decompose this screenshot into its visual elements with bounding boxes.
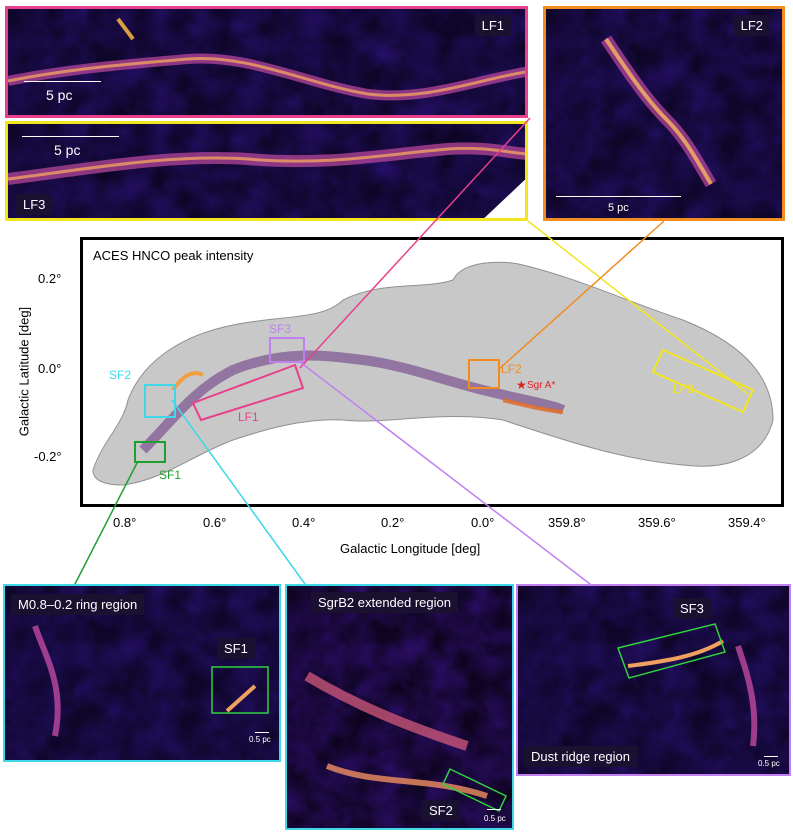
sf3-panel-tag: SF3 [673, 598, 711, 619]
x-tick-label: 359.8° [548, 515, 586, 530]
sf1-panel: M0.8–0.2 ring region SF1 0.5 pc [3, 584, 281, 762]
x-tick-label: 0.0° [471, 515, 495, 530]
lf3-label: LF3 [673, 382, 694, 396]
lf1-label: LF1 [238, 410, 259, 424]
cmz-map: ★ [92, 261, 774, 486]
x-axis-label: Galactic Longitude [deg] [340, 541, 481, 556]
sf3-panel: SF3 Dust ridge region 0.5 pc [516, 584, 791, 776]
lf3-panel: 5 pc LF3 [5, 121, 528, 221]
lf1-tag: LF1 [474, 15, 511, 36]
sf1-panel-tag: SF1 [217, 638, 255, 659]
lf1-emission-map [8, 9, 525, 115]
lf3-emission-map [8, 124, 525, 218]
sf3-highlight-box [617, 623, 726, 679]
sf3-scale-bar [764, 756, 778, 757]
sf2-scale-label: 0.5 pc [484, 814, 506, 823]
lf3-tag: LF3 [16, 194, 53, 215]
x-tick-label: 0.8° [113, 515, 137, 530]
lf1-scale-label: 5 pc [46, 87, 73, 103]
x-tick-label: 359.6° [638, 515, 676, 530]
sf2-panel-tag: SF2 [422, 800, 460, 821]
sf2-label: SF2 [109, 368, 132, 382]
x-tick-label: 0.6° [203, 515, 227, 530]
y-tick-label: 0.2° [38, 271, 62, 286]
lf2-emission-map [546, 9, 782, 218]
lf2-scale-bar [556, 196, 681, 197]
sf3-panel-title: Dust ridge region [524, 746, 637, 767]
sf2-emission-map [287, 586, 512, 828]
sgr-a-label: Sgr A* [527, 380, 556, 391]
lf2-scale-label: 5 pc [608, 202, 629, 214]
x-tick-label: 359.4° [728, 515, 766, 530]
lf2-panel: LF2 5 pc [543, 6, 785, 221]
x-tick-label: 0.2° [381, 515, 405, 530]
sf1-highlight-box [211, 666, 269, 714]
sgr-a-star-marker: ★ [516, 378, 527, 392]
main-plot-title: ACES HNCO peak intensity [93, 248, 254, 263]
lf1-scale-bar [24, 81, 101, 82]
sf3-label: SF3 [269, 322, 292, 336]
lf3-scale-label: 5 pc [54, 142, 81, 158]
y-tick-label: 0.0° [38, 361, 62, 376]
sf2-scale-bar [487, 809, 501, 810]
sf3-emission-map [518, 586, 789, 774]
lf2-label: LF2 [501, 362, 522, 376]
lf1-panel: LF1 5 pc [5, 6, 528, 118]
lf3-scale-bar [22, 136, 119, 137]
main-plot-frame: ★ ACES HNCO peak intensity Sgr A* SF1 SF… [80, 237, 784, 507]
sf1-scale-label: 0.5 pc [249, 735, 271, 744]
sf2-panel: SgrB2 extended region SF2 0.5 pc [285, 584, 514, 830]
sf3-scale-label: 0.5 pc [758, 759, 780, 768]
y-axis-label: Galactic Latitude [deg] [16, 306, 32, 437]
sf1-box [134, 441, 166, 463]
sf2-panel-title: SgrB2 extended region [311, 592, 458, 613]
sf1-emission-map [5, 586, 279, 760]
lf2-tag: LF2 [733, 15, 770, 36]
sf1-label: SF1 [159, 468, 182, 482]
sf1-panel-title: M0.8–0.2 ring region [11, 594, 145, 615]
sf2-highlight-box [442, 767, 507, 813]
sf1-scale-bar [255, 732, 269, 733]
y-tick-label: -0.2° [34, 449, 62, 464]
x-tick-label: 0.4° [292, 515, 316, 530]
